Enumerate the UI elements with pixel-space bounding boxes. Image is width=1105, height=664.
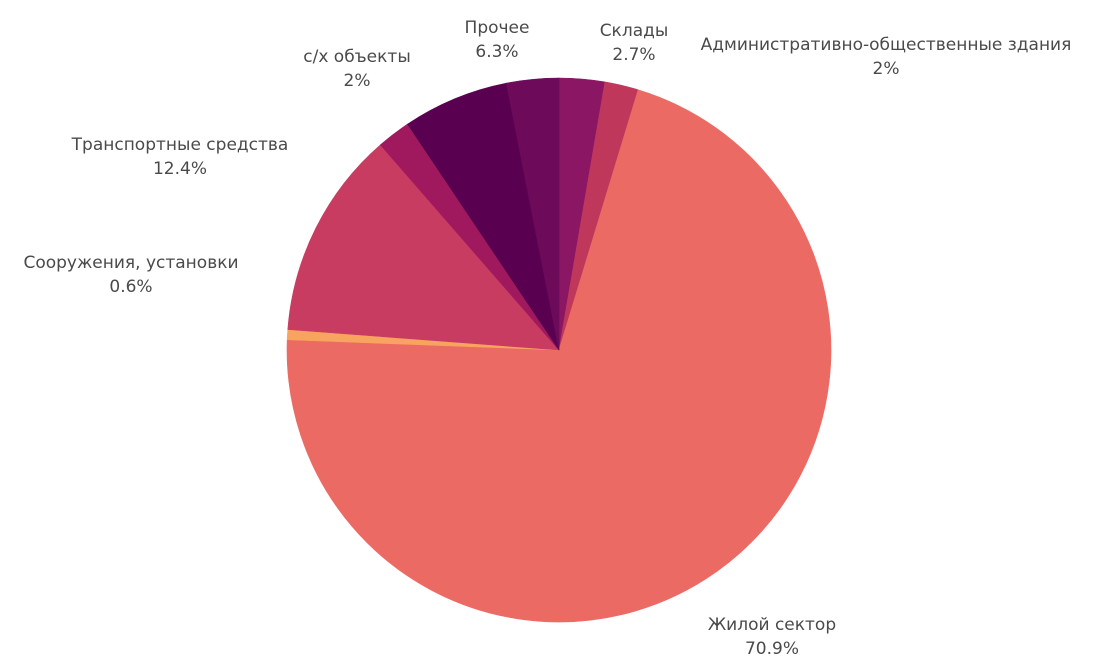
pie-slices xyxy=(286,77,832,623)
slice-value-label: 70.9% xyxy=(745,639,799,659)
slice-value-label: 0.6% xyxy=(109,277,152,297)
slice-label: Прочее xyxy=(465,18,530,38)
pie-slice[interactable] xyxy=(287,144,560,351)
slice-label: Жилой сектор xyxy=(708,615,836,635)
slice-label: Транспортные средства xyxy=(71,135,289,155)
slice-label: Сооружения, установки xyxy=(23,253,238,273)
slice-label: с/х объекты xyxy=(303,47,411,67)
slice-value-label: 2.7% xyxy=(612,45,655,65)
slice-value-label: 2% xyxy=(873,59,900,79)
slice-value-label: 12.4% xyxy=(153,159,207,179)
slice-value-label: 2% xyxy=(344,71,371,91)
slice-label: Административно-общественные здания xyxy=(701,35,1072,55)
pie-slice[interactable] xyxy=(505,77,560,351)
slice-label: Склады xyxy=(600,21,669,41)
pie-slice[interactable] xyxy=(286,89,832,623)
slice-value-label: 6.3% xyxy=(475,42,518,62)
pie-labels: Склады 2.7% Административно-общественные з… xyxy=(23,18,1071,659)
